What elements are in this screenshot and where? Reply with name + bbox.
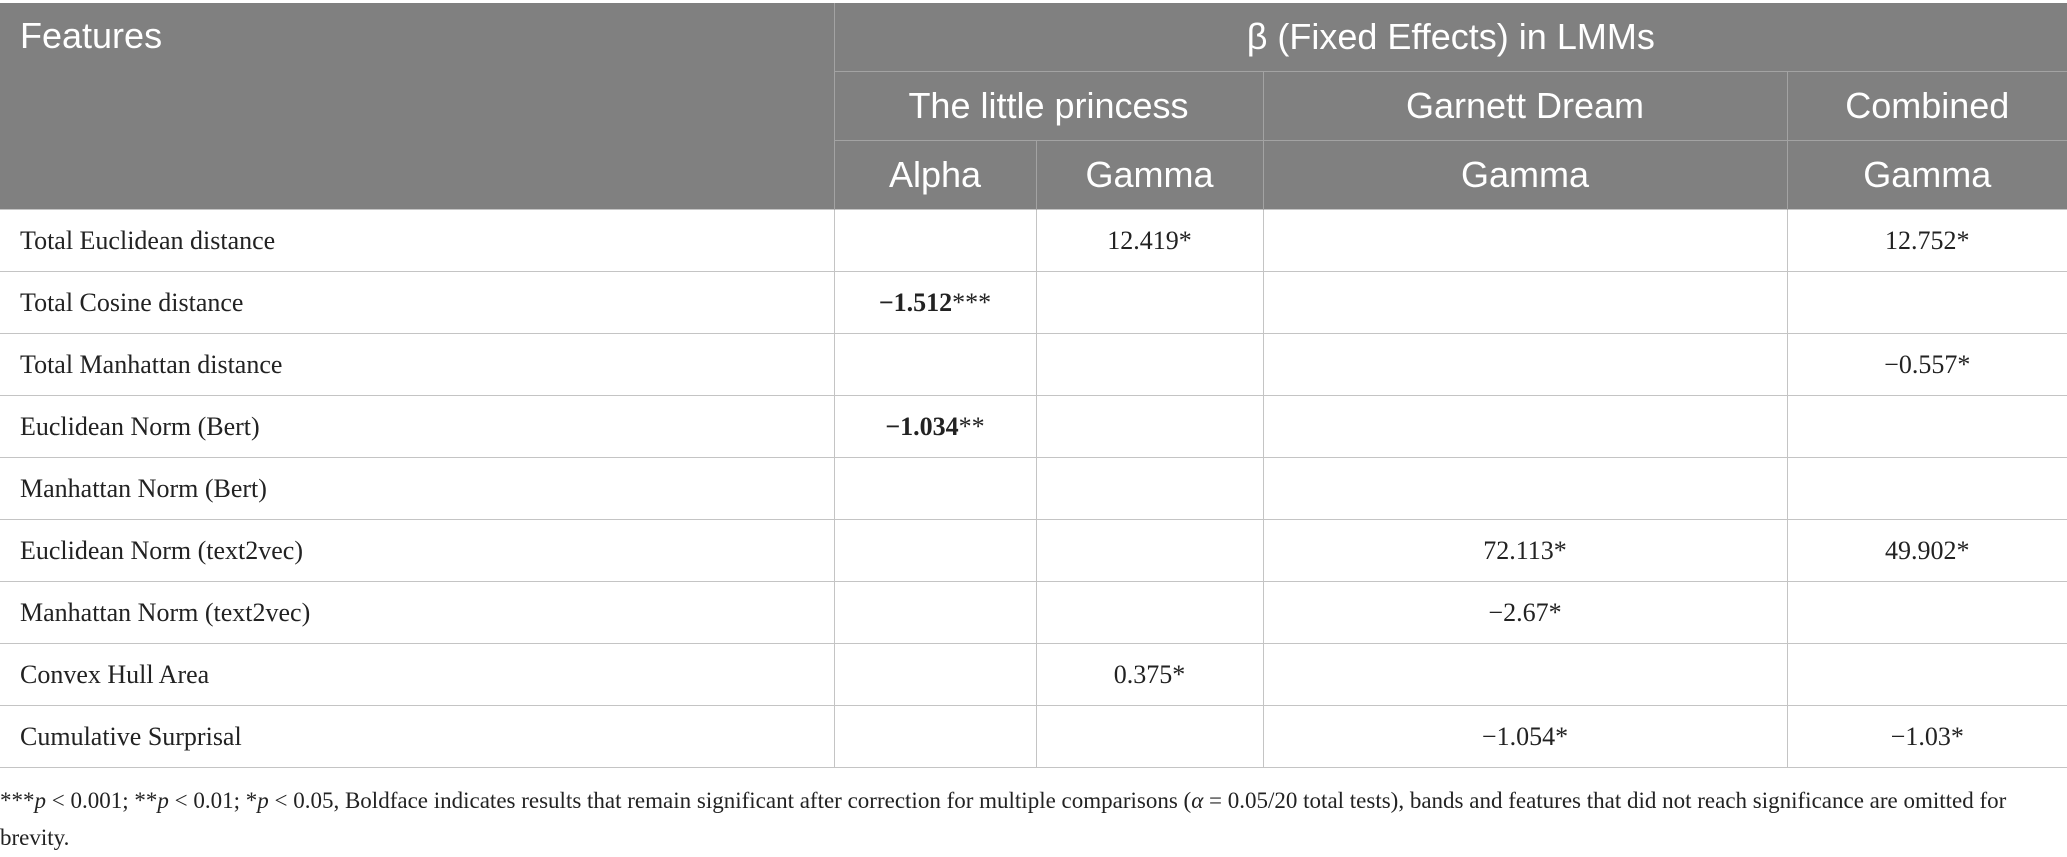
significance-stars: ***: [952, 287, 992, 317]
feature-name-cell: Total Manhattan distance: [0, 333, 835, 396]
feature-name-cell: Manhattan Norm (Bert): [0, 457, 835, 520]
table-row: Convex Hull Area 0.375*: [0, 643, 2067, 706]
beta-value-cell: [1035, 457, 1264, 520]
significance-stars: *: [1553, 535, 1567, 565]
beta-value-cell: [1262, 333, 1788, 396]
beta-value-cell: −1.054*: [1262, 705, 1788, 768]
beta-value-cell: [1035, 395, 1264, 458]
beta-value-cell: [1262, 209, 1788, 272]
table-footnote: ***p < 0.001; **p < 0.01; *p < 0.05, Bol…: [0, 782, 2060, 856]
beta-value-cell: [1262, 643, 1788, 706]
footnote-text: < 0.01; *: [168, 788, 258, 813]
beta-value: 0.375: [1113, 659, 1173, 689]
beta-value-cell: [833, 209, 1037, 272]
significance-stars: *: [1548, 597, 1562, 627]
beta-value-cell: [1786, 643, 2067, 706]
beta-value-cell: [833, 643, 1037, 706]
beta-value-cell: −1.03*: [1786, 705, 2067, 768]
footnote-alpha-symbol: α: [1191, 788, 1204, 813]
beta-value-cell: [833, 705, 1037, 768]
beta-value-cell: [833, 519, 1037, 582]
footnote-text: < 0.05, Boldface indicates results that …: [268, 788, 1192, 813]
table-row: Manhattan Norm (text2vec) −2.67*: [0, 581, 2067, 644]
significance-stars: **: [958, 411, 985, 441]
subcolumn-header-gamma: Gamma: [1035, 140, 1263, 210]
table-row: Total Euclidean distance 12.419* 12.752*: [0, 209, 2067, 272]
beta-value-cell: −1.512***: [833, 271, 1037, 334]
significance-stars: *: [1555, 721, 1569, 751]
feature-name-cell: Euclidean Norm (Bert): [0, 395, 835, 458]
footnote-p-symbol: p: [34, 788, 47, 813]
beta-value-cell: [1786, 581, 2067, 644]
table-header: Features β (Fixed Effects) in LMMs The l…: [0, 3, 2067, 210]
table-row: Manhattan Norm (Bert): [0, 457, 2067, 520]
beta-value-cell: −0.557*: [1786, 333, 2067, 396]
beta-value-cell: [1262, 271, 1788, 334]
subcolumn-header-gamma: Gamma: [1262, 140, 1787, 210]
beta-value-cell: [1035, 581, 1264, 644]
feature-name-cell: Total Euclidean distance: [0, 209, 835, 272]
beta-value-cell: [1786, 271, 2067, 334]
beta-value: −0.557: [1884, 349, 1958, 379]
beta-value-cell: [1035, 705, 1264, 768]
group-title-header: β (Fixed Effects) in LMMs: [833, 3, 2067, 72]
beta-value-cell: [833, 333, 1037, 396]
feature-name-cell: Total Cosine distance: [0, 271, 835, 334]
beta-value: −1.054: [1481, 721, 1556, 751]
significance-stars: *: [1172, 659, 1186, 689]
beta-value: 12.752: [1885, 225, 1957, 255]
features-column-header: Features: [0, 3, 834, 210]
beta-value-cell: [1262, 457, 1788, 520]
beta-value: 72.113: [1483, 535, 1554, 565]
table-row: Total Manhattan distance −0.557*: [0, 333, 2067, 396]
footnote-text: < 0.001; **: [46, 788, 158, 813]
beta-value-cell: 49.902*: [1786, 519, 2067, 582]
group-header-little-princess: The little princess: [833, 71, 1263, 141]
beta-value: 12.419: [1107, 225, 1179, 255]
beta-value-cell: [1035, 271, 1264, 334]
significance-stars: *: [1957, 349, 1971, 379]
footnote-p-symbol: p: [157, 788, 169, 813]
feature-name-cell: Convex Hull Area: [0, 643, 835, 706]
results-table-wrapper: Features β (Fixed Effects) in LMMs The l…: [0, 3, 2067, 768]
beta-value: −1.034: [885, 411, 959, 441]
table-body: Total Euclidean distance 12.419* 12.752* To…: [0, 209, 2067, 768]
beta-value-cell: 72.113*: [1262, 519, 1788, 582]
beta-value-cell: 12.752*: [1786, 209, 2067, 272]
beta-value-cell: [1035, 333, 1264, 396]
footnote-text: ***: [0, 788, 35, 813]
footnote-text: = 0.05/20 total tests), bands and featur…: [0, 788, 2007, 850]
beta-value-cell: [1035, 519, 1264, 582]
beta-value-cell: 0.375*: [1035, 643, 1264, 706]
fixed-effects-table: Features β (Fixed Effects) in LMMs The l…: [0, 3, 2067, 768]
feature-name-cell: Manhattan Norm (text2vec): [0, 581, 835, 644]
beta-value-cell: [1262, 395, 1788, 458]
group-header-garnett-dream: Garnett Dream: [1262, 71, 1787, 141]
significance-stars: *: [1950, 721, 1964, 751]
beta-value: 49.902: [1885, 535, 1957, 565]
table-row: Total Cosine distance −1.512***: [0, 271, 2067, 334]
feature-name-cell: Cumulative Surprisal: [0, 705, 835, 768]
subcolumn-header-gamma: Gamma: [1786, 140, 2067, 210]
beta-value: −1.03: [1890, 721, 1951, 751]
footnote-p-symbol: p: [257, 788, 269, 813]
significance-stars: *: [1956, 225, 1970, 255]
table-row: Cumulative Surprisal −1.054* −1.03*: [0, 705, 2067, 768]
beta-value-cell: −1.034**: [833, 395, 1037, 458]
beta-value-cell: [833, 581, 1037, 644]
significance-stars: *: [1956, 535, 1970, 565]
beta-value-cell: [1786, 395, 2067, 458]
feature-name-cell: Euclidean Norm (text2vec): [0, 519, 835, 582]
beta-value-cell: [833, 457, 1037, 520]
subcolumn-header-alpha: Alpha: [833, 140, 1036, 210]
table-row: Euclidean Norm (text2vec) 72.113* 49.902*: [0, 519, 2067, 582]
beta-value-cell: 12.419*: [1035, 209, 1264, 272]
significance-stars: *: [1178, 225, 1192, 255]
beta-value-cell: −2.67*: [1262, 581, 1788, 644]
beta-value-cell: [1786, 457, 2067, 520]
beta-value: −2.67: [1488, 597, 1549, 627]
table-row: Euclidean Norm (Bert) −1.034**: [0, 395, 2067, 458]
group-header-combined: Combined: [1786, 71, 2067, 141]
beta-value: −1.512: [878, 287, 953, 317]
